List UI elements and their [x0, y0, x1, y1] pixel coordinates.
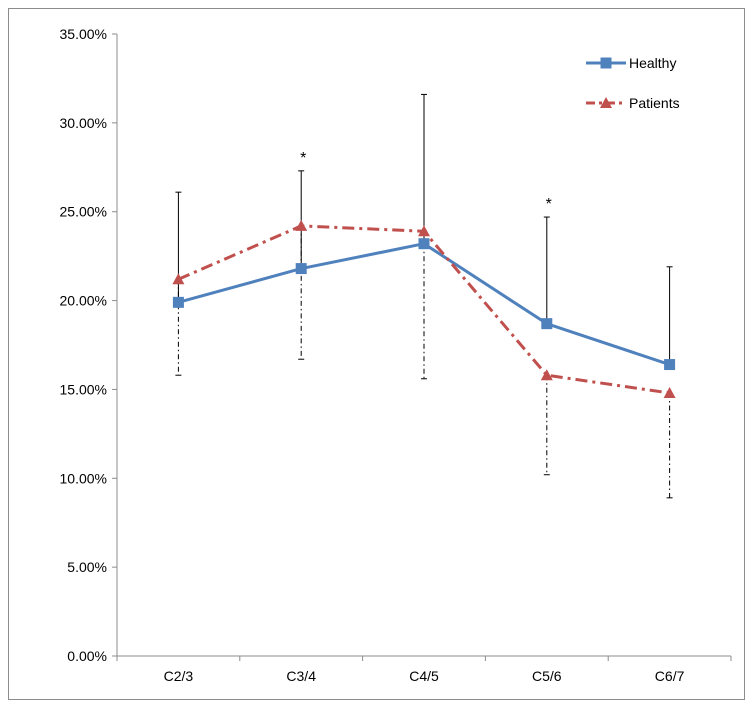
line-chart: 0.00% 5.00% 10.00% 15.00% 20.00% 25.00% 30.00%…	[60, 26, 732, 684]
y-tick-label: 25.00%	[60, 204, 107, 220]
chart-frame: 0.00% 5.00% 10.00% 15.00% 20.00% 25.00% 30.00%…	[8, 8, 745, 700]
x-tick-label: C2/3	[164, 668, 194, 684]
data-point-patients	[418, 225, 430, 237]
legend-label-healthy: Healthy	[629, 55, 676, 71]
y-tick-label: 0.00%	[67, 648, 107, 664]
error-bars	[175, 93, 673, 499]
data-point-healthy	[295, 263, 307, 275]
x-tick-label: C4/5	[409, 668, 439, 684]
significance-marker: *	[300, 150, 306, 167]
data-point-healthy	[664, 359, 676, 371]
data-point-patients	[295, 219, 308, 231]
data-point-patients	[540, 369, 553, 381]
legend-marker-healthy	[600, 57, 612, 69]
data-point-healthy	[418, 238, 430, 250]
annotations: **	[300, 150, 552, 213]
axes: 0.00% 5.00% 10.00% 15.00% 20.00% 25.00% 30.00%…	[60, 26, 732, 684]
y-tick-label: 15.00%	[60, 381, 107, 397]
data-point-patients	[663, 386, 676, 398]
legend-marker-patients	[600, 97, 612, 108]
x-tick-label: C5/6	[532, 668, 562, 684]
x-tick-label: C3/4	[286, 668, 316, 684]
significance-marker: *	[546, 196, 552, 213]
legend-label-patients: Patients	[629, 95, 680, 111]
data-point-healthy	[541, 318, 553, 330]
x-tick-label: C6/7	[655, 668, 685, 684]
y-tick-label: 35.00%	[60, 26, 107, 42]
legend: Healthy Patients	[586, 55, 680, 111]
series-markers	[172, 219, 676, 398]
y-tick-label: 30.00%	[60, 115, 107, 131]
y-tick-label: 20.00%	[60, 293, 107, 309]
y-tick-label: 5.00%	[67, 559, 107, 575]
y-tick-label: 10.00%	[60, 470, 107, 486]
data-point-healthy	[172, 296, 184, 308]
data-point-patients	[172, 273, 185, 285]
